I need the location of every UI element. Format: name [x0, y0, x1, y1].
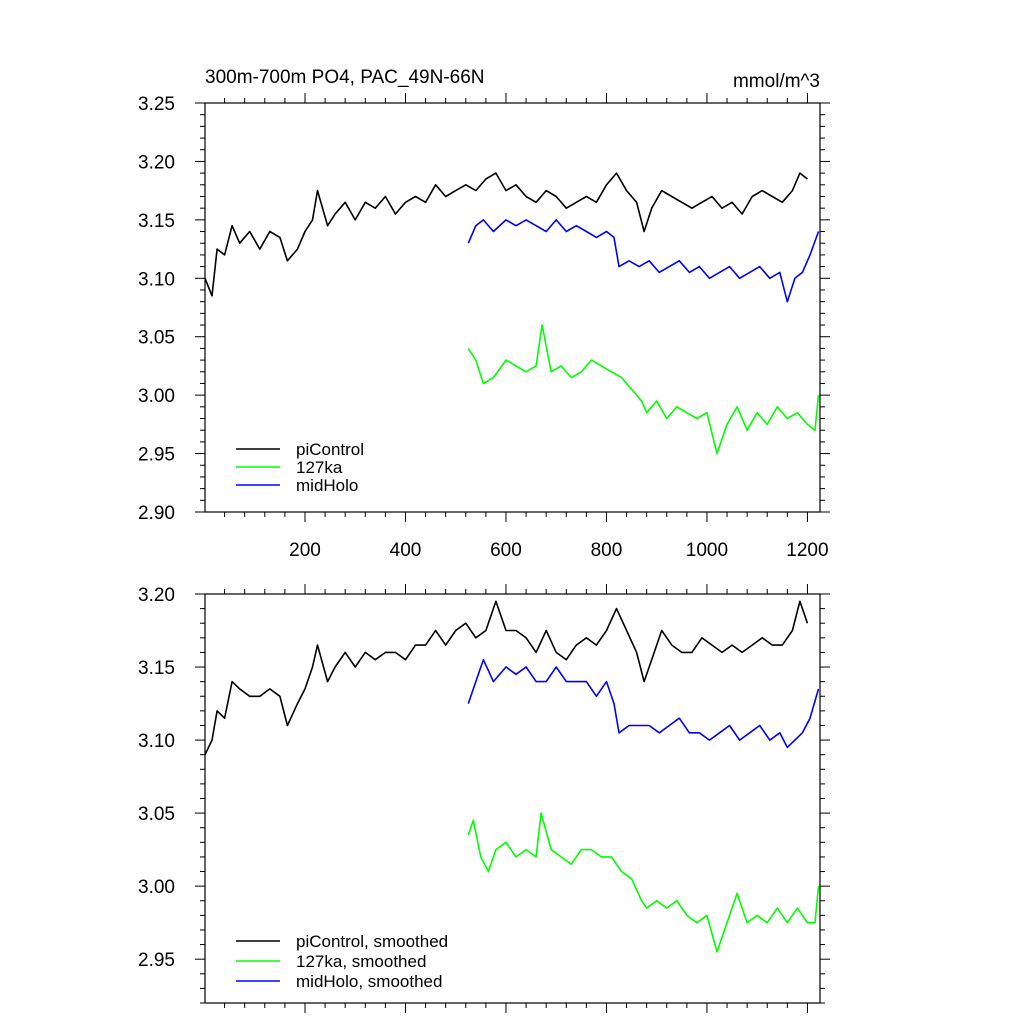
y-tick-label: 3.10 — [138, 731, 175, 752]
series-line-midholo-smoothed — [467, 658, 820, 749]
x-tick-label: 600 — [490, 540, 522, 561]
y-tick-label: 3.20 — [138, 585, 175, 606]
y-tick-label: 3.00 — [138, 877, 175, 898]
legend-label: piControl, smoothed — [296, 932, 448, 951]
top-panel: 200 400 600 800 1000 1200 2.90 2.95 3.00 3.05 3.10… — [138, 93, 830, 561]
chart-title: 300m-700m PO4, PAC_49N-66N — [205, 67, 485, 88]
x-tick-label: 200 — [289, 540, 321, 561]
y-tick-label: 3.05 — [138, 804, 175, 825]
x-tick-label: 1200 — [786, 540, 828, 561]
x-tick-label: 1000 — [686, 540, 728, 561]
x-tick-label: 400 — [390, 540, 422, 561]
y-tick-label: 3.15 — [138, 211, 175, 232]
y-tick-label: 3.00 — [138, 386, 175, 407]
series-line-127ka — [467, 324, 820, 455]
legend-label: 127ka — [296, 458, 343, 477]
y-tick-label: 2.95 — [138, 950, 175, 971]
y-tick-label: 3.10 — [138, 269, 175, 290]
units-label: mmol/m^3 — [733, 71, 820, 92]
y-tick-label: 2.90 — [138, 503, 175, 524]
legend-label: 127ka, smoothed — [296, 952, 426, 971]
series-line-picontrol — [205, 172, 808, 297]
legend-label: midHolo — [296, 476, 358, 495]
y-tick-label: 2.95 — [138, 445, 175, 466]
series-line-picontrol-smoothed — [205, 600, 809, 756]
bottom-panel: 2.95 3.00 3.05 3.10 3.15 3.20 piControl, smoot… — [138, 584, 830, 1013]
plot-frame — [204, 102, 821, 513]
series-line-midholo — [467, 219, 820, 303]
legend-label: piControl — [296, 440, 364, 459]
y-tick-label: 3.15 — [138, 658, 175, 679]
x-tick-label: 800 — [591, 540, 623, 561]
y-tick-label: 3.05 — [138, 328, 175, 349]
y-tick-label: 3.20 — [138, 152, 175, 173]
y-tick-label: 3.25 — [138, 94, 175, 115]
series-line-127ka-smoothed — [467, 812, 820, 953]
legend-label: midHolo, smoothed — [296, 972, 442, 991]
